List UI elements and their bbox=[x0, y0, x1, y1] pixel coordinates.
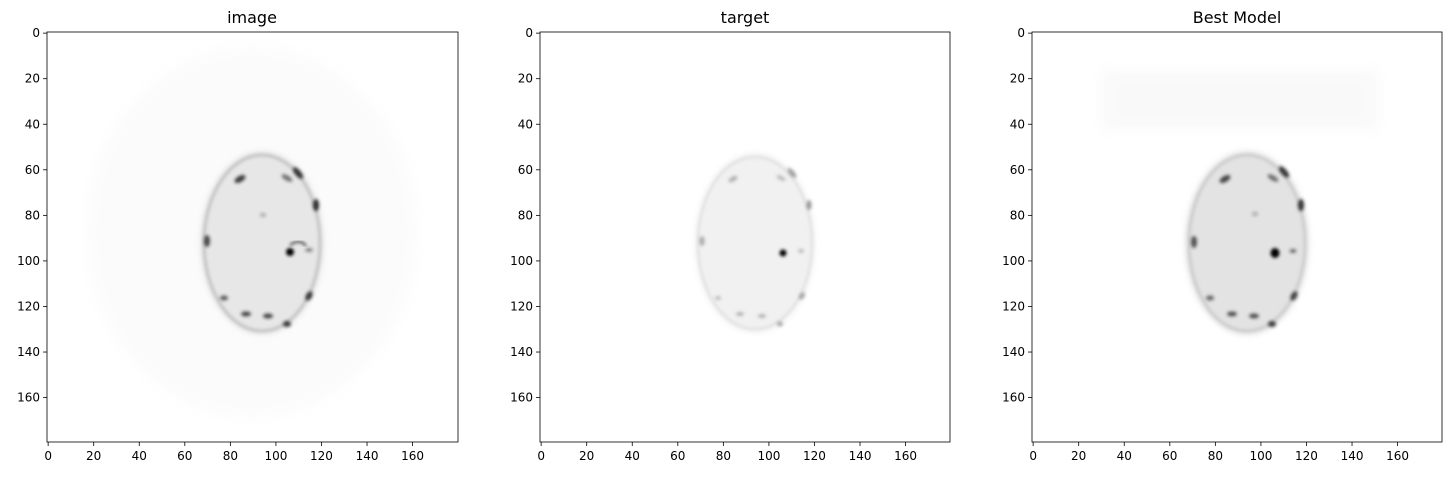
y-tick-label: 80 bbox=[518, 208, 533, 222]
y-tick-label: 140 bbox=[17, 345, 40, 359]
x-tick-label: 80 bbox=[1208, 449, 1223, 463]
panel-title: Best Model bbox=[1193, 8, 1282, 27]
y-tick-label: 160 bbox=[510, 391, 533, 405]
y-tick-label: 100 bbox=[1002, 254, 1025, 268]
x-tick-label: 40 bbox=[1117, 449, 1132, 463]
x-tick-label: 20 bbox=[1071, 449, 1086, 463]
panel-title: image bbox=[227, 8, 277, 27]
y-tick-label: 0 bbox=[525, 26, 533, 40]
y-tick-label: 20 bbox=[518, 72, 533, 86]
y-tick-label: 120 bbox=[17, 299, 40, 313]
y-tick-label: 20 bbox=[1010, 72, 1025, 86]
y-tick-label: 40 bbox=[518, 117, 533, 131]
y-tick-label: 60 bbox=[518, 163, 533, 177]
heatmap-target bbox=[540, 32, 950, 442]
x-tick-label: 140 bbox=[849, 449, 872, 463]
x-axis: 0 20 40 60 80 100 120 140 160 bbox=[1029, 442, 1409, 463]
y-tick-label: 120 bbox=[510, 299, 533, 313]
y-tick-label: 40 bbox=[1010, 117, 1025, 131]
panel-best-model: Best Model bbox=[1002, 8, 1443, 463]
y-tick-label: 20 bbox=[25, 72, 40, 86]
heatmap-image bbox=[47, 32, 458, 442]
y-tick-label: 60 bbox=[25, 163, 40, 177]
x-tick-label: 40 bbox=[132, 449, 147, 463]
x-tick-label: 60 bbox=[177, 449, 192, 463]
y-tick-label: 160 bbox=[1002, 391, 1025, 405]
plot-frame bbox=[1031, 31, 1443, 443]
x-tick-label: 140 bbox=[1341, 449, 1364, 463]
x-tick-label: 120 bbox=[803, 449, 826, 463]
x-tick-label: 100 bbox=[757, 449, 780, 463]
x-tick-label: 80 bbox=[716, 449, 731, 463]
x-tick-label: 60 bbox=[1162, 449, 1177, 463]
x-tick-label: 120 bbox=[1295, 449, 1318, 463]
x-tick-label: 0 bbox=[1029, 449, 1037, 463]
y-axis: 0 20 40 60 80 100 120 140 160 bbox=[1002, 26, 1032, 405]
x-tick-label: 20 bbox=[86, 449, 101, 463]
x-tick-label: 0 bbox=[44, 449, 52, 463]
x-tick-label: 160 bbox=[1386, 449, 1409, 463]
panel-title: target bbox=[721, 8, 770, 27]
y-tick-label: 140 bbox=[510, 345, 533, 359]
y-tick-label: 160 bbox=[17, 391, 40, 405]
y-tick-label: 0 bbox=[32, 26, 40, 40]
y-tick-label: 60 bbox=[1010, 163, 1025, 177]
y-axis: 0 20 40 60 80 100 120 140 160 bbox=[17, 26, 47, 405]
x-axis: 0 20 40 60 80 100 120 140 160 bbox=[537, 442, 917, 463]
x-axis: 0 20 40 60 80 100 120 140 160 bbox=[44, 442, 424, 463]
y-tick-label: 40 bbox=[25, 117, 40, 131]
x-tick-label: 120 bbox=[310, 449, 333, 463]
x-tick-label: 100 bbox=[264, 449, 287, 463]
y-tick-label: 100 bbox=[510, 254, 533, 268]
y-tick-label: 80 bbox=[25, 208, 40, 222]
y-tick-label: 100 bbox=[17, 254, 40, 268]
x-tick-label: 80 bbox=[223, 449, 238, 463]
heatmap-best-model bbox=[1032, 32, 1442, 442]
y-tick-label: 80 bbox=[1010, 208, 1025, 222]
y-axis: 0 20 40 60 80 100 120 140 160 bbox=[510, 26, 540, 405]
x-tick-label: 40 bbox=[625, 449, 640, 463]
y-tick-label: 140 bbox=[1002, 345, 1025, 359]
x-tick-label: 160 bbox=[401, 449, 424, 463]
x-tick-label: 160 bbox=[894, 449, 917, 463]
x-tick-label: 0 bbox=[537, 449, 545, 463]
panel-target: target bbox=[510, 8, 951, 463]
x-tick-label: 20 bbox=[579, 449, 594, 463]
x-tick-label: 100 bbox=[1249, 449, 1272, 463]
y-tick-label: 120 bbox=[1002, 299, 1025, 313]
x-tick-label: 140 bbox=[356, 449, 379, 463]
plot-frame bbox=[46, 31, 459, 443]
plot-frame bbox=[539, 31, 951, 443]
x-tick-label: 60 bbox=[670, 449, 685, 463]
panel-image: image bbox=[17, 8, 459, 463]
y-tick-label: 0 bbox=[1017, 26, 1025, 40]
